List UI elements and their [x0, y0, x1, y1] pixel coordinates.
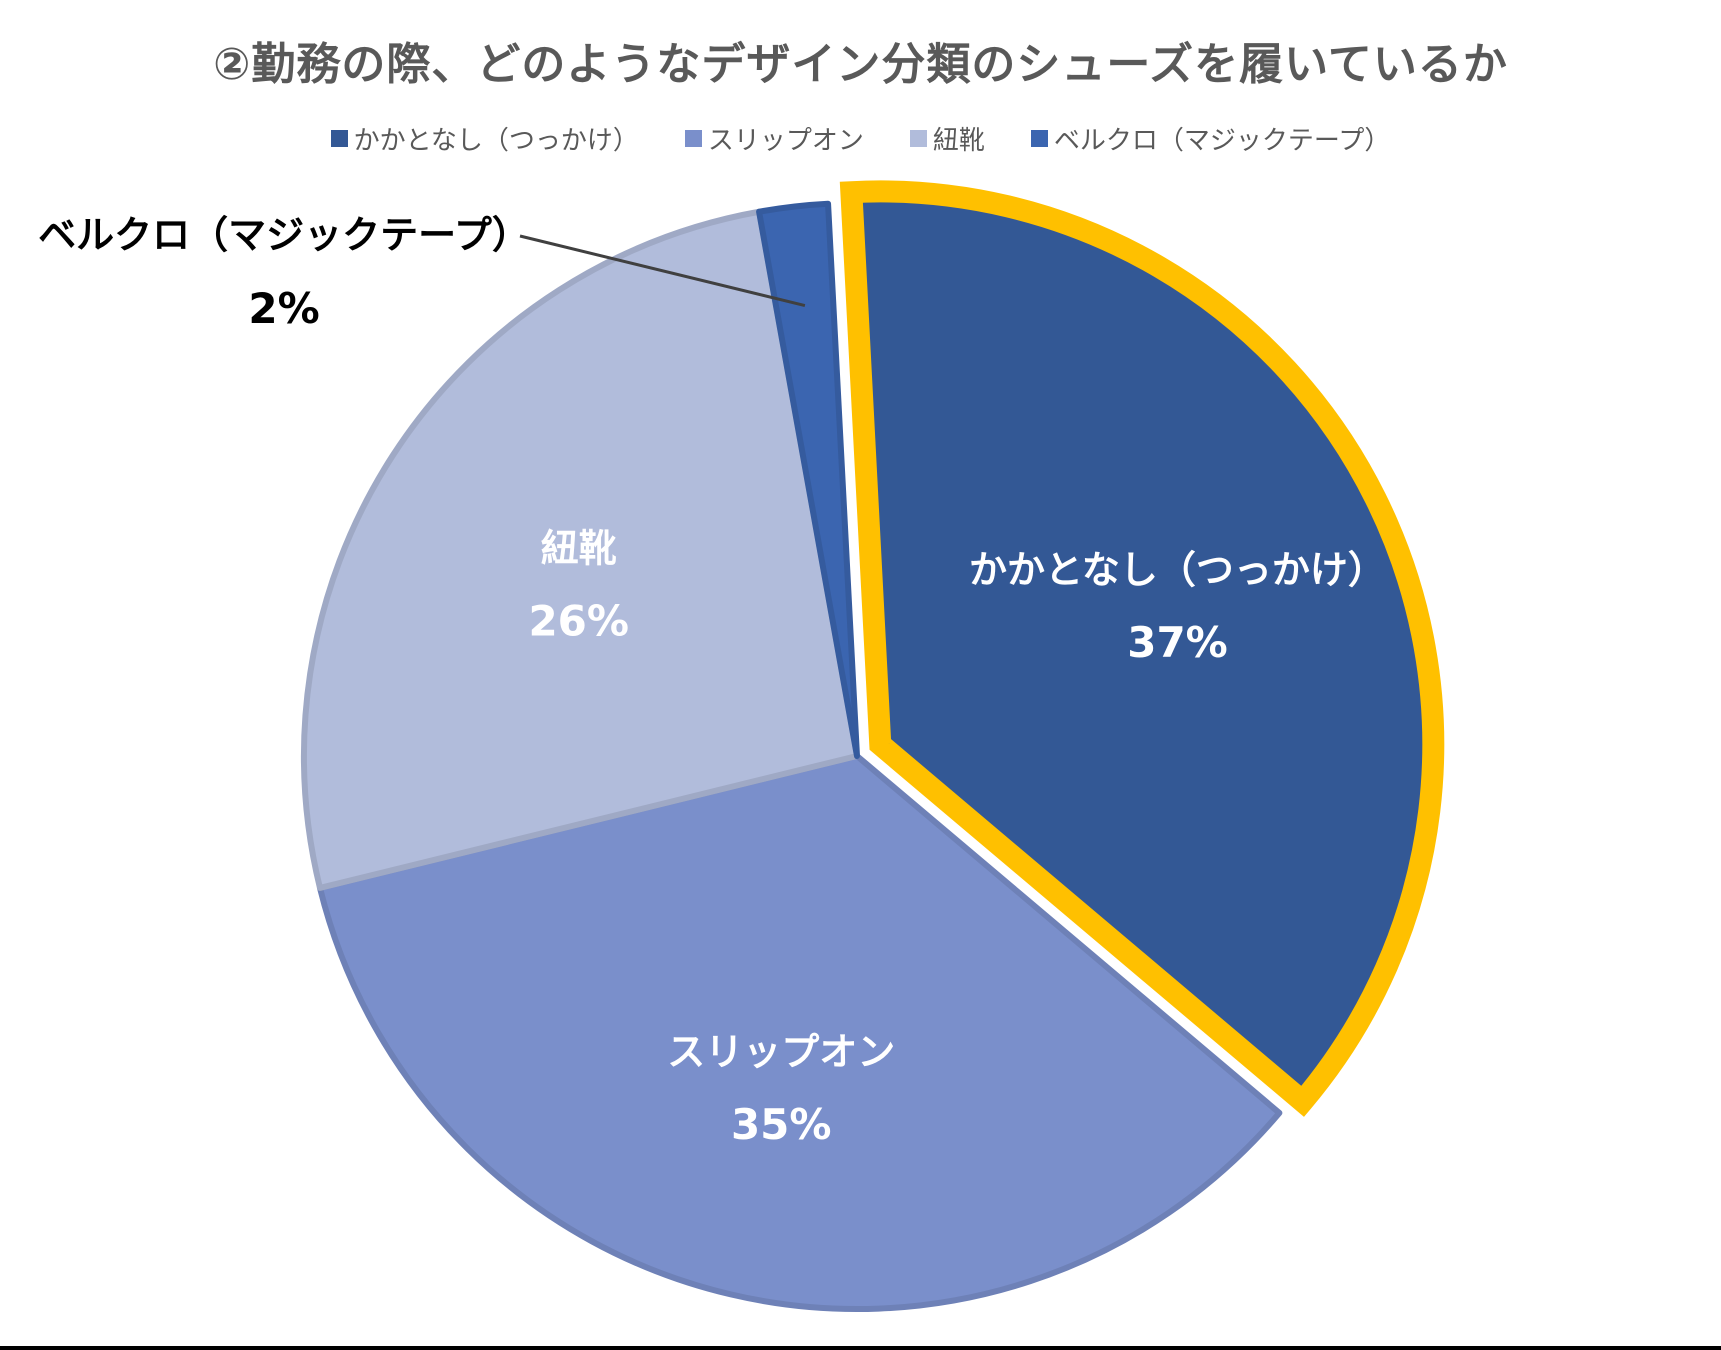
legend-swatch-2 — [909, 130, 927, 147]
pie-slice-2 — [301, 208, 860, 891]
pie-slice-0 — [839, 180, 1445, 1117]
bottom-rule — [0, 1346, 1721, 1350]
legend-swatch-1 — [684, 130, 702, 147]
pie-slice-1 — [316, 753, 1283, 1312]
legend-item-slice-0: かかとなし（つっかけ） — [330, 120, 639, 157]
legend-label-3: ベルクロ（マジックテープ） — [1053, 126, 1391, 156]
chart-title: ②勤務の際、どのようなデザイン分類のシューズを履いているか — [213, 39, 1508, 90]
legend-label-0: かかとなし（つっかけ） — [353, 126, 639, 156]
data-label-name-3: ベルクロ（マジックテープ） — [38, 213, 530, 257]
legend-item-slice-3: ベルクロ（マジックテープ） — [1030, 120, 1391, 157]
legend-label-1: スリップオン — [707, 126, 864, 156]
legend-swatch-3 — [1030, 130, 1048, 147]
data-label-name-1: スリップオン — [667, 1030, 895, 1074]
data-label-value-0: 37% — [1127, 618, 1228, 667]
data-label-name-2: 紐靴 — [541, 526, 617, 570]
legend: かかとなし（つっかけ） スリップオン 紐靴 ベルクロ（マジックテープ） — [0, 120, 1721, 157]
data-label-value-3: 2% — [248, 284, 319, 333]
pie-slice-3 — [756, 200, 860, 759]
legend-item-slice-1: スリップオン — [684, 120, 864, 157]
legend-swatch-0 — [330, 130, 348, 147]
legend-item-slice-2: 紐靴 — [909, 120, 985, 157]
data-label-name-0: かかとなし（つっかけ） — [969, 548, 1386, 592]
data-label-value-2: 26% — [528, 596, 629, 645]
legend-label-2: 紐靴 — [932, 126, 985, 156]
data-label-value-1: 35% — [731, 1100, 832, 1149]
leader-line-3 — [519, 234, 806, 308]
